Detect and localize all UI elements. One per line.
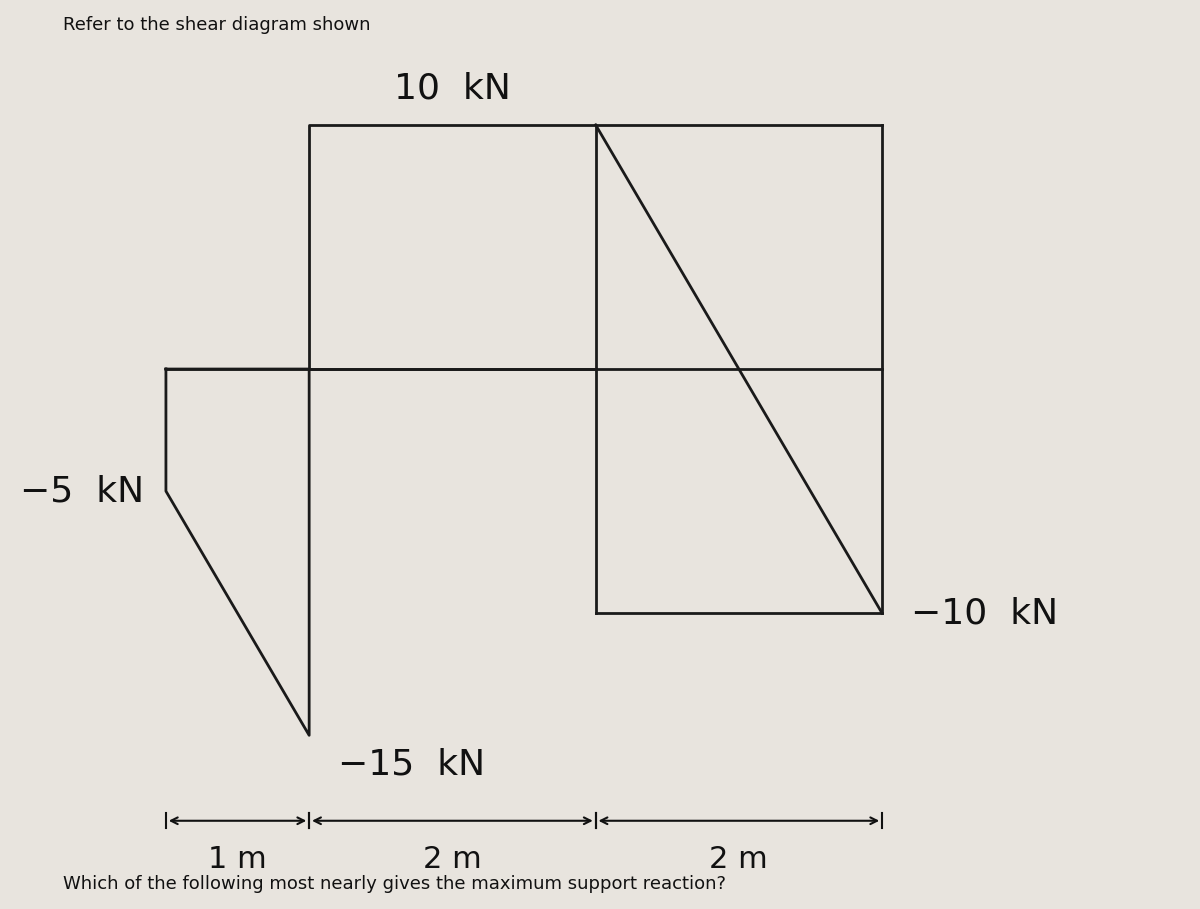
Text: 10  kN: 10 kN (394, 71, 511, 105)
Text: −5  kN: −5 kN (20, 474, 144, 508)
Text: −15  kN: −15 kN (338, 747, 485, 782)
Text: Which of the following most nearly gives the maximum support reaction?: Which of the following most nearly gives… (62, 874, 726, 893)
Text: 2 m: 2 m (424, 845, 481, 874)
Text: 2 m: 2 m (709, 845, 768, 874)
Text: −10  kN: −10 kN (911, 596, 1058, 630)
Text: Refer to the shear diagram shown: Refer to the shear diagram shown (62, 16, 371, 35)
Text: 1 m: 1 m (208, 845, 266, 874)
